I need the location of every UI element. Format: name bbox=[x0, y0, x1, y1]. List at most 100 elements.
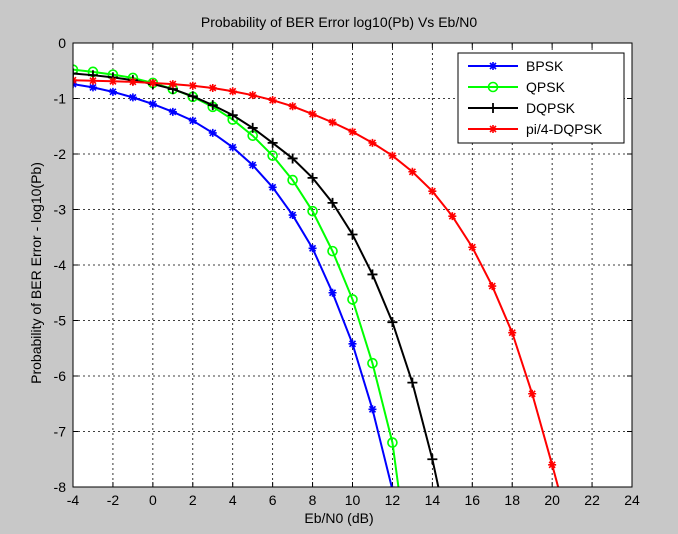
x-tick-label: 10 bbox=[345, 492, 361, 508]
data-point bbox=[228, 143, 237, 152]
y-tick-label: -3 bbox=[54, 202, 67, 218]
data-point bbox=[307, 172, 318, 183]
chart-title: Probability of BER Error log10(Pb) Vs Eb… bbox=[200, 14, 478, 30]
data-point bbox=[73, 68, 78, 79]
legend: BPSK QPSK DQPSK pi/4-DQPSK bbox=[457, 52, 625, 144]
x-tick-label: 6 bbox=[269, 492, 277, 508]
data-point bbox=[489, 62, 497, 70]
data-point bbox=[227, 110, 238, 121]
data-point bbox=[148, 78, 157, 87]
y-tick-label: -4 bbox=[54, 257, 67, 273]
data-point bbox=[308, 244, 317, 253]
data-point bbox=[328, 288, 337, 297]
data-point bbox=[388, 151, 397, 160]
axes-box bbox=[72, 42, 633, 488]
data-point bbox=[347, 294, 358, 305]
series-dqpsk bbox=[73, 68, 440, 487]
data-point bbox=[528, 389, 537, 398]
data-point bbox=[168, 80, 177, 89]
data-point bbox=[448, 212, 457, 221]
data-point bbox=[387, 437, 398, 448]
x-tick-label: 20 bbox=[544, 492, 560, 508]
data-point bbox=[188, 116, 197, 125]
legend-label: BPSK bbox=[526, 58, 564, 74]
data-point bbox=[347, 229, 358, 240]
data-point bbox=[488, 103, 498, 113]
legend-label: DQPSK bbox=[526, 100, 576, 116]
legend-label: QPSK bbox=[526, 79, 566, 95]
data-point bbox=[408, 167, 417, 176]
x-tick-label: 4 bbox=[229, 492, 237, 508]
data-point bbox=[228, 87, 237, 96]
series-bpsk bbox=[73, 80, 396, 487]
x-axis-label: Eb/N0 (dB) bbox=[304, 510, 374, 526]
data-point bbox=[487, 81, 499, 93]
data-point bbox=[288, 102, 297, 111]
series-pi-4-dqpsk bbox=[73, 76, 560, 487]
x-tick-label: -4 bbox=[67, 492, 80, 508]
data-point bbox=[247, 122, 258, 133]
data-point bbox=[188, 81, 197, 90]
data-point bbox=[168, 107, 177, 116]
data-point bbox=[73, 64, 79, 75]
x-tick-label: 16 bbox=[464, 492, 480, 508]
data-point bbox=[268, 96, 277, 105]
x-tick-label: 24 bbox=[624, 492, 640, 508]
x-tick-label: 2 bbox=[189, 492, 197, 508]
legend-item: DQPSK bbox=[468, 100, 576, 116]
x-tick-label: 18 bbox=[504, 492, 520, 508]
data-point bbox=[489, 125, 497, 133]
data-point bbox=[308, 110, 317, 119]
series-line bbox=[73, 68, 400, 487]
y-tick-label: -7 bbox=[54, 424, 67, 440]
data-point bbox=[88, 76, 97, 85]
x-tick-label: -2 bbox=[107, 492, 120, 508]
legend-item: pi/4-DQPSK bbox=[468, 121, 603, 137]
data-point bbox=[368, 138, 377, 147]
data-point bbox=[368, 405, 377, 414]
y-tick-label: -6 bbox=[54, 368, 67, 384]
data-point bbox=[148, 100, 157, 109]
data-point bbox=[508, 328, 517, 337]
y-tick-label: -5 bbox=[54, 313, 67, 329]
data-point bbox=[207, 100, 218, 111]
x-tick-label: 12 bbox=[385, 492, 401, 508]
data-point bbox=[387, 317, 398, 328]
legend-label: pi/4-DQPSK bbox=[526, 121, 603, 137]
data-point bbox=[288, 211, 297, 220]
x-tick-label: 0 bbox=[149, 492, 157, 508]
data-point bbox=[468, 243, 477, 252]
y-axis-label: Probability of BER Error - log10(Pb) bbox=[28, 162, 44, 384]
y-tick-label: 0 bbox=[58, 35, 66, 51]
data-point bbox=[208, 128, 217, 137]
data-point bbox=[187, 91, 198, 102]
data-point bbox=[367, 269, 378, 280]
data-point bbox=[327, 245, 338, 257]
data-point bbox=[267, 137, 278, 148]
data-point bbox=[348, 127, 357, 136]
data-point bbox=[248, 161, 257, 170]
x-tick-label: 8 bbox=[309, 492, 317, 508]
data-point bbox=[428, 187, 437, 196]
data-point bbox=[327, 197, 338, 208]
data-point bbox=[367, 357, 378, 369]
data-point bbox=[248, 91, 257, 100]
data-point bbox=[208, 83, 217, 92]
legend-item: QPSK bbox=[468, 79, 566, 95]
x-tick-label: 22 bbox=[584, 492, 600, 508]
data-point bbox=[128, 93, 137, 102]
data-point bbox=[128, 77, 137, 86]
x-tick-label: 14 bbox=[425, 492, 441, 508]
data-point bbox=[108, 87, 117, 96]
data-point bbox=[88, 83, 97, 92]
data-point bbox=[267, 150, 278, 161]
legend-item: BPSK bbox=[468, 58, 564, 74]
data-point bbox=[427, 454, 438, 465]
data-point bbox=[287, 153, 298, 164]
data-point bbox=[287, 174, 298, 186]
data-point bbox=[488, 282, 497, 291]
data-point bbox=[548, 460, 557, 469]
y-tick-label: -1 bbox=[54, 91, 67, 107]
